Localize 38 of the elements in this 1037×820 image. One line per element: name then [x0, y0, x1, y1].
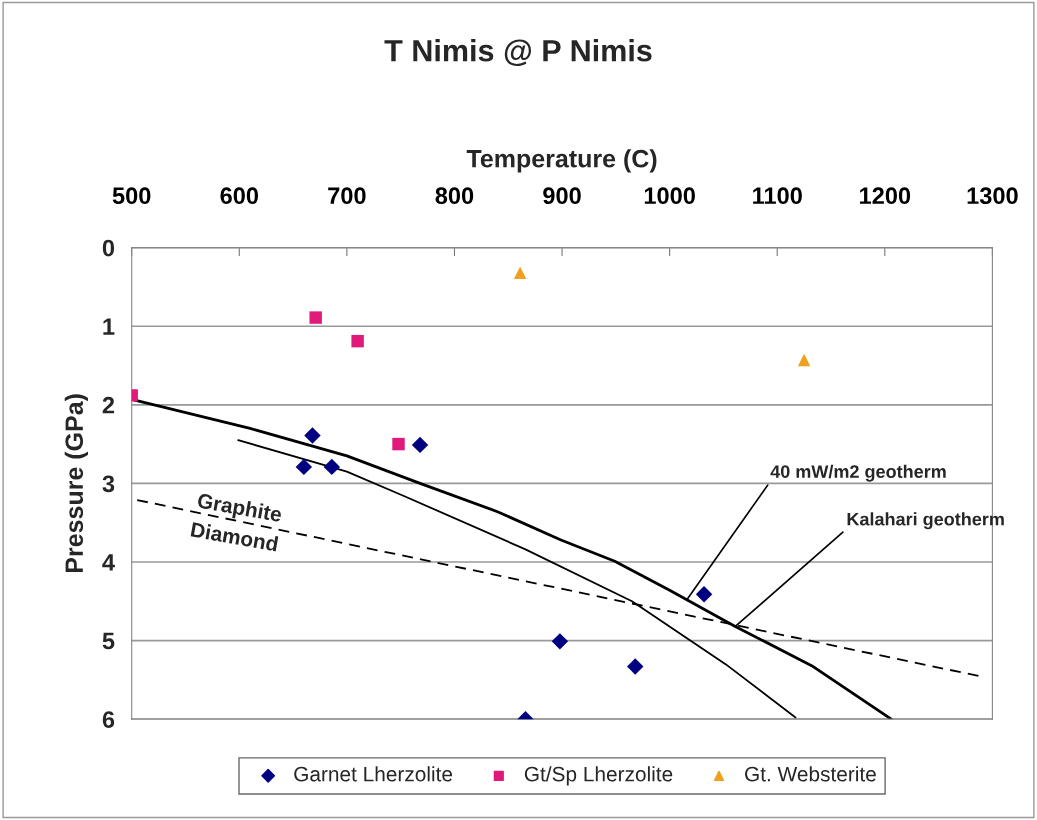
annotation: Diamond	[190, 521, 279, 552]
point	[323, 458, 341, 476]
point	[797, 353, 811, 367]
x-tick-label: 600	[220, 187, 259, 205]
y-tick-label: 6	[102, 711, 115, 728]
point	[627, 658, 644, 675]
x-tick-label: 700	[328, 187, 366, 205]
annotation: Graphite	[196, 493, 282, 523]
point	[513, 266, 527, 279]
y-tick-label: 5	[102, 632, 115, 650]
point	[695, 585, 713, 603]
point	[295, 458, 313, 476]
y-tick-label: 0	[102, 239, 115, 257]
point	[309, 311, 322, 324]
x-tick-label: 1000	[644, 187, 695, 205]
y-tick-label: 4	[102, 554, 115, 571]
x-tick-label: 1200	[860, 187, 911, 205]
y-axis-title: Pressure (GPa)	[64, 394, 89, 573]
point	[304, 427, 321, 444]
y-tick-label: 3	[102, 475, 115, 493]
x-tick-label: 1300	[967, 187, 1018, 205]
point	[551, 633, 569, 650]
point	[411, 436, 429, 454]
x-tick-label: 800	[435, 187, 474, 205]
y-tick-label: 2	[102, 396, 115, 414]
chart-title: T Nimis @ P Nimis	[384, 39, 652, 67]
annotation: 40 mW/m2 geotherm	[770, 464, 946, 482]
point	[392, 437, 405, 451]
legend-label: Gt. Websterite	[745, 766, 876, 782]
annotation: Kalahari geotherm	[847, 512, 1004, 530]
x-tick-label: 1100	[753, 187, 802, 205]
x-tick-label: 900	[543, 187, 581, 205]
legend-label: Garnet Lherzolite	[294, 766, 453, 782]
point	[351, 334, 364, 348]
x-tick-label: 500	[112, 187, 151, 205]
legend-label: Gt/Sp Lherzolite	[524, 766, 673, 786]
x-axis-title: Temperature (C)	[466, 149, 657, 173]
y-tick-label: 1	[103, 318, 115, 335]
